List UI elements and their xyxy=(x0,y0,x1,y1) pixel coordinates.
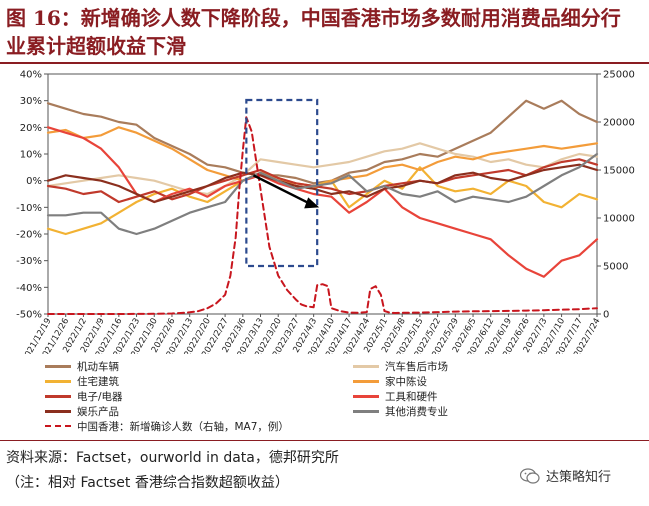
legend-swatch xyxy=(353,410,379,413)
title-bar: 图 16：新增确诊人数下降阶段，中国香港市场多数耐用消费品细分行业累计超额收益下… xyxy=(0,0,649,60)
y-left-tick-label: 10% xyxy=(20,150,42,161)
legend-item: 机动车辆 xyxy=(45,358,119,374)
y-right-tick-label: 10000 xyxy=(603,214,635,225)
legend-item: 工具和硬件 xyxy=(353,388,438,404)
legend-label: 住宅建筑 xyxy=(77,374,119,389)
legend-swatch xyxy=(353,365,379,368)
legend-item: 电子/电器 xyxy=(45,388,123,404)
legend-swatch xyxy=(45,380,71,383)
legend-item: 其他消费专业 xyxy=(353,403,448,419)
line-chart: 40% 30% 20% 10% 0% -10% -20% -30% -40% -50% 25000 2… xyxy=(0,64,649,354)
chart-title: 图 16：新增确诊人数下降阶段，中国香港市场多数耐用消费品细分行业累计超额收益下… xyxy=(6,4,636,60)
legend-swatch xyxy=(45,365,71,368)
watermark-text: 达策略知行 xyxy=(546,466,611,485)
y-left-tick-label: -30% xyxy=(16,256,42,267)
legend-item: 住宅建筑 xyxy=(45,373,119,389)
y-left-tick-label: -10% xyxy=(16,203,42,214)
legend-swatch xyxy=(353,380,379,383)
legend-item: 家中陈设 xyxy=(353,373,427,389)
y-left-tick-label: -50% xyxy=(16,310,42,321)
legend-label: 机动车辆 xyxy=(77,359,119,374)
bottom-divider xyxy=(0,440,649,441)
y-left-tick-label: 20% xyxy=(20,123,42,134)
y-right-tick-label: 20000 xyxy=(603,118,635,129)
legend-label: 娱乐产品 xyxy=(77,404,119,419)
legend-label: 中国香港：新增确诊人数（右轴，MA7，例） xyxy=(77,419,289,434)
y-left-tick-label: -20% xyxy=(16,230,42,241)
y-right-tick-label: 0 xyxy=(603,310,609,321)
legend-label: 其他消费专业 xyxy=(385,404,448,419)
legend-label: 电子/电器 xyxy=(77,389,123,404)
y-left-tick-label: 0% xyxy=(26,176,42,187)
note-text: （注：相对 Factset 香港综合指数超额收益） xyxy=(6,472,289,492)
y-left-tick-label: -40% xyxy=(16,283,42,294)
legend-swatch xyxy=(45,410,71,413)
legend-label: 工具和硬件 xyxy=(385,389,438,404)
legend-item: 中国香港：新增确诊人数（右轴，MA7，例） xyxy=(45,418,289,434)
legend-swatch xyxy=(45,395,71,398)
y-right-tick-label: 5000 xyxy=(603,262,628,273)
source-text: 资料来源：Factset，ourworld in data，德邦研究所 xyxy=(6,447,339,467)
y-right-tick-label: 25000 xyxy=(603,70,635,81)
legend-item: 汽车售后市场 xyxy=(353,358,448,374)
series-line-8 xyxy=(48,117,597,314)
chart-legend: 机动车辆 汽车售后市场住宅建筑 家中陈设电子/电器 工具和硬件娱乐产品 其他消费专业中国… xyxy=(0,354,649,434)
wechat-icon xyxy=(520,468,540,484)
y-right-tick-label: 15000 xyxy=(603,166,635,177)
legend-swatch xyxy=(45,425,71,427)
y-left-tick-label: 30% xyxy=(20,96,42,107)
legend-label: 汽车售后市场 xyxy=(385,359,448,374)
legend-item: 娱乐产品 xyxy=(45,403,119,419)
legend-label: 家中陈设 xyxy=(385,374,427,389)
legend-swatch xyxy=(353,395,379,398)
watermark: 达策略知行 xyxy=(520,466,611,485)
y-left-tick-label: 40% xyxy=(20,70,42,81)
